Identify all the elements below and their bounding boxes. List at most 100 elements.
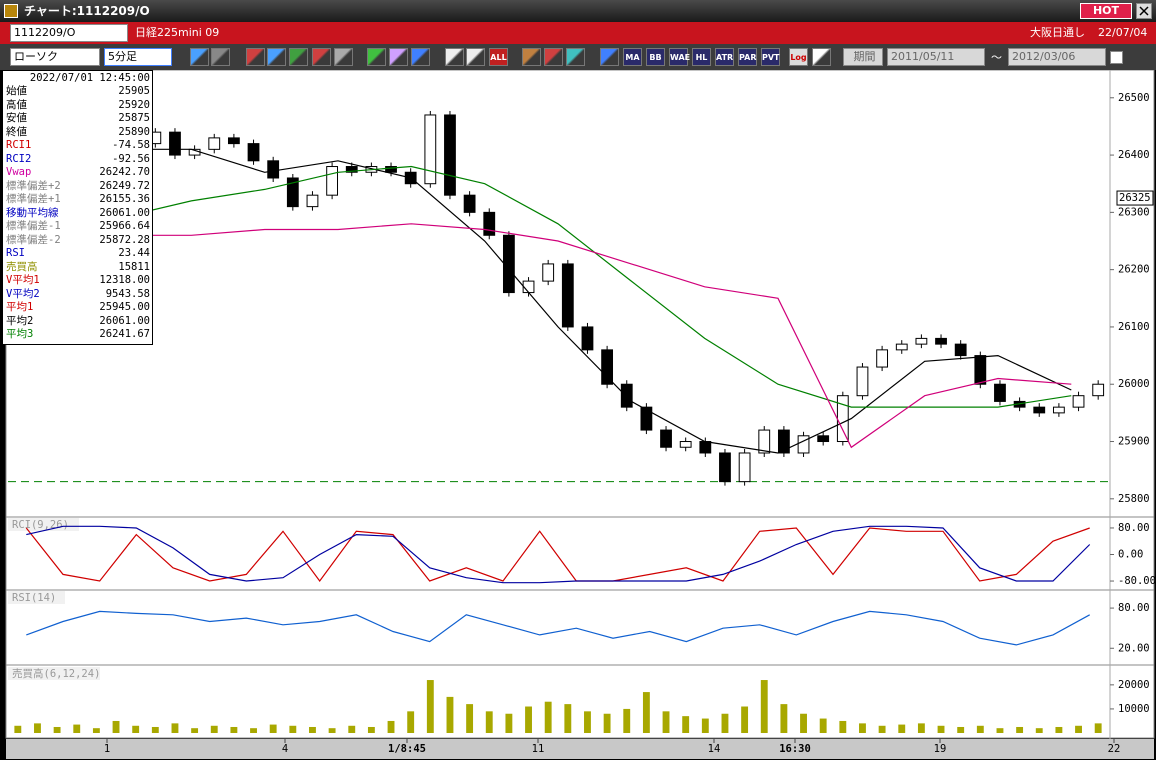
volume-bar [917, 723, 925, 733]
toolbar-icon[interactable] [522, 48, 541, 66]
y-tick-label: -80.00 [1118, 575, 1156, 587]
toolbar-button[interactable]: PVT [761, 48, 780, 66]
panel-bg [5, 516, 1155, 591]
symbol-name: 日経225mini 09 [135, 26, 220, 39]
candle [935, 337, 947, 345]
toolbar-button[interactable]: BB [646, 48, 665, 66]
indicator-line [25, 527, 1090, 583]
toolbar-button[interactable]: Log [789, 48, 808, 66]
info-value: 25875 [118, 112, 150, 125]
toolbar-button[interactable]: WAE [669, 48, 690, 66]
candle [817, 435, 830, 443]
info-value: 26249.72 [99, 179, 150, 192]
volume-bar [564, 704, 572, 733]
info-label: 安値 [6, 112, 27, 125]
panel-bg [5, 589, 1155, 666]
info-value: 25945.00 [99, 301, 150, 314]
toolbar-icon[interactable] [267, 48, 286, 66]
toolbar-icon[interactable] [389, 48, 408, 66]
info-label: 標準偏差+1 [6, 193, 61, 206]
period-button[interactable]: 期間 [843, 48, 883, 66]
info-label: 平均2 [6, 314, 34, 327]
x-tick-label: 4 [282, 743, 288, 755]
y-tick-label: 80.00 [1118, 602, 1150, 614]
toolbar-icon[interactable] [312, 48, 331, 66]
toolbar-icon[interactable] [246, 48, 265, 66]
toolbar-icon[interactable] [812, 48, 831, 66]
toolbar-icon[interactable] [445, 48, 464, 66]
info-row: V平均1 12318.00 [6, 274, 150, 288]
info-value: 26155.36 [99, 193, 150, 206]
x-tick-label: 1 [104, 743, 110, 755]
volume-bar [584, 711, 591, 733]
volume-bar [289, 725, 297, 733]
interval-select[interactable]: 5分足 [104, 48, 172, 66]
toolbar-button[interactable]: HL [692, 48, 711, 66]
toolbar-icon[interactable] [211, 48, 230, 66]
candle [954, 343, 967, 357]
volume-bar [898, 724, 906, 733]
candle [974, 355, 987, 385]
toolbar-icon[interactable] [289, 48, 308, 66]
volume-bar [682, 716, 690, 733]
symbol-input[interactable]: 1112209/O [10, 24, 128, 42]
toolbar-button[interactable]: ATR [715, 48, 734, 66]
volume-bar [741, 706, 749, 733]
candle [915, 337, 928, 345]
volume-bar [466, 704, 474, 733]
info-row: 平均1 25945.00 [6, 301, 150, 315]
toolbar-icon[interactable] [334, 48, 353, 66]
info-row: 標準偏差+1 26155.36 [6, 193, 150, 207]
info-label: RSI [6, 247, 25, 260]
candle [286, 177, 299, 208]
toolbar-icon[interactable] [466, 48, 485, 66]
from-date[interactable]: 2011/05/11 [887, 48, 985, 66]
candle [247, 143, 260, 162]
toolbar-icon[interactable] [190, 48, 209, 66]
candle [385, 166, 397, 173]
chart-type-select[interactable]: ローソク [10, 48, 100, 66]
toolbar-button[interactable]: ALL [489, 48, 508, 66]
toolbar-icon[interactable] [544, 48, 563, 66]
panel-label-bg [8, 518, 79, 531]
info-label: RCI2 [6, 152, 32, 165]
toolbar-icon[interactable] [367, 48, 386, 66]
y-tick-label: 26100 [1118, 321, 1150, 333]
chart: 25800 25900 26000 26100 26200 26300 26400 26500… [5, 70, 1156, 759]
candle [895, 343, 908, 351]
toolbar-icon[interactable] [411, 48, 430, 66]
info-row: 標準偏差+2 26249.72 [6, 180, 150, 194]
y-tick-label: 10000 [1118, 703, 1150, 715]
toolbar-icon[interactable] [566, 48, 585, 66]
info-row: 始値 25905 [6, 85, 150, 99]
y-tick-label: 26300 [1118, 206, 1150, 218]
toolbar-icon[interactable] [600, 48, 619, 66]
info-value: 26242.70 [99, 166, 150, 179]
panel-label: RSI(14) [12, 592, 56, 604]
volume-bar [1035, 728, 1043, 733]
close-button[interactable] [1136, 3, 1152, 19]
candle [797, 435, 810, 454]
volume-bar [34, 723, 41, 733]
hot-button[interactable]: HOT [1080, 3, 1132, 19]
title-bar: チャート:1112209/O HOT [0, 0, 1156, 22]
x-tick-label: 11 [532, 743, 545, 755]
volume-bar [407, 711, 415, 733]
toolbar-button[interactable]: MA [623, 48, 642, 66]
info-label: 終値 [6, 125, 27, 138]
y-tick-label: 26000 [1118, 378, 1150, 390]
candle [326, 166, 339, 196]
to-date[interactable]: 2012/03/06 [1008, 48, 1106, 66]
tilde: 〜 [991, 51, 1002, 64]
info-label: 高値 [6, 98, 27, 111]
x-tick-label: 14 [708, 743, 721, 755]
checkbox[interactable] [1110, 51, 1123, 64]
toolbar-button[interactable]: PAR [738, 48, 757, 66]
market: 大阪日通し [1030, 26, 1085, 39]
date: 22/07/04 [1098, 26, 1148, 39]
info-row: RCI1 -74.58 [6, 139, 150, 153]
volume-bar [269, 724, 277, 733]
candle [1052, 406, 1065, 414]
candle [345, 166, 358, 173]
